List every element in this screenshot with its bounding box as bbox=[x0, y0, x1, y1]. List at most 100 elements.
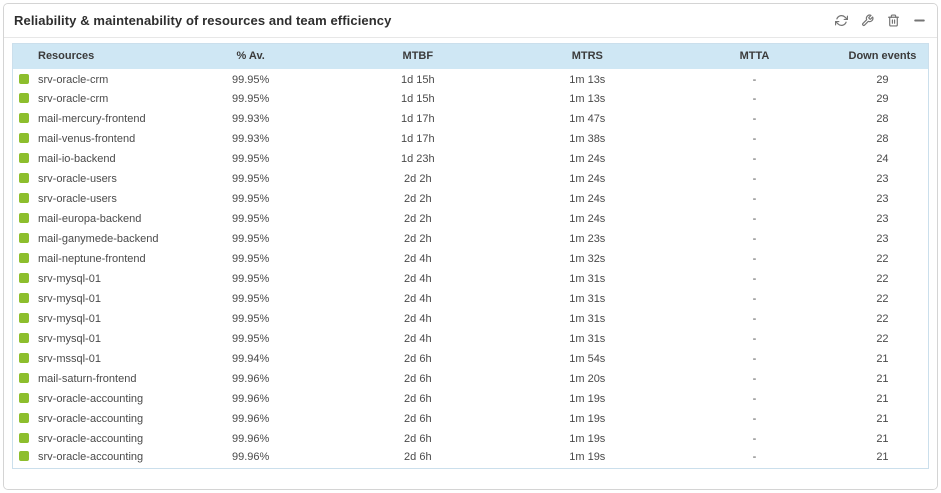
mtta-cell: - bbox=[752, 112, 757, 125]
down-events-cell: 23 bbox=[876, 232, 889, 245]
resource-cell: mail-europa-backend bbox=[13, 209, 169, 229]
resource-cell: mail-ganymede-backend bbox=[13, 229, 169, 249]
table-body: srv-oracle-crm 99.95% 1d 15h 1m 13s - 29 srv-o… bbox=[13, 69, 929, 469]
mtrs-cell: 1m 20s bbox=[569, 372, 606, 385]
table-row: mail-saturn-frontend 99.96% 2d 6h 1m 20s - 21 bbox=[13, 369, 929, 389]
down-events-cell: 28 bbox=[876, 112, 889, 125]
status-ok-icon bbox=[19, 272, 29, 283]
resource-name: srv-mssql-01 bbox=[38, 352, 101, 365]
down-events-cell: 22 bbox=[876, 332, 889, 345]
mtrs-cell: 1m 13s bbox=[569, 74, 606, 86]
status-ok-icon bbox=[19, 132, 29, 143]
resource-name: mail-venus-frontend bbox=[38, 132, 136, 145]
table-row: mail-io-backend 99.95% 1d 23h 1m 24s - 24 bbox=[13, 149, 929, 169]
resource-name: srv-oracle-crm bbox=[38, 92, 109, 105]
mtrs-cell: 1m 19s bbox=[569, 450, 606, 463]
mtta-cell: - bbox=[752, 232, 757, 245]
mtbf-cell: 1d 15h bbox=[400, 92, 435, 105]
refresh-button[interactable] bbox=[834, 13, 849, 28]
resource-cell: srv-oracle-accounting bbox=[13, 429, 169, 449]
minus-icon bbox=[914, 19, 925, 22]
resource-cell: srv-oracle-accounting bbox=[13, 409, 169, 429]
mtbf-cell: 2d 2h bbox=[404, 192, 432, 205]
availability-cell: 99.95% bbox=[232, 232, 270, 245]
mtbf-cell: 2d 6h bbox=[404, 432, 432, 445]
resource-cell: srv-oracle-users bbox=[13, 189, 169, 209]
mtta-cell: - bbox=[752, 192, 757, 205]
resource-cell: mail-neptune-frontend bbox=[13, 249, 169, 269]
mtrs-cell: 1m 32s bbox=[569, 252, 606, 265]
mtbf-cell: 2d 6h bbox=[404, 372, 432, 385]
mtbf-cell: 2d 4h bbox=[404, 252, 432, 265]
resource-cell: srv-oracle-crm bbox=[13, 69, 169, 89]
table-row: mail-neptune-frontend 99.95% 2d 4h 1m 32s - 2… bbox=[13, 249, 929, 269]
mtta-cell: - bbox=[752, 352, 757, 365]
resource-name: srv-mysql-01 bbox=[38, 332, 101, 345]
table-row: mail-ganymede-backend 99.95% 2d 2h 1m 23s - 2… bbox=[13, 229, 929, 249]
status-ok-icon bbox=[19, 392, 29, 403]
table-row: mail-venus-frontend 99.93% 1d 17h 1m 38s - 28 bbox=[13, 129, 929, 149]
reliability-table: Resources% Av. MTBF MTRS MTTA Down events sr… bbox=[12, 43, 929, 469]
widget-header: Reliability & maintenability of resource… bbox=[4, 4, 937, 38]
mtbf-cell: 2d 4h bbox=[404, 312, 432, 325]
mtbf-cell: 2d 6h bbox=[404, 392, 432, 405]
mtta-cell: - bbox=[752, 312, 757, 325]
mtrs-cell: 1m 38s bbox=[569, 132, 606, 145]
mtta-cell: - bbox=[752, 292, 757, 305]
mtta-cell: - bbox=[752, 372, 757, 385]
mtbf-cell: 1d 17h bbox=[400, 132, 435, 145]
status-ok-icon bbox=[19, 212, 29, 223]
mtbf-cell: 2d 2h bbox=[404, 212, 432, 225]
availability-cell: 99.94% bbox=[232, 352, 270, 365]
col-header-resources: Resources bbox=[12, 43, 169, 69]
down-events-cell: 28 bbox=[876, 132, 889, 145]
widget-title: Reliability & maintenability of resource… bbox=[14, 13, 392, 28]
status-ok-icon bbox=[19, 312, 29, 323]
resource-cell: mail-saturn-frontend bbox=[13, 369, 169, 389]
col-header-availability: % Av. bbox=[168, 43, 334, 69]
resource-name: srv-oracle-accounting bbox=[38, 432, 144, 445]
col-header-mtbf: MTBF bbox=[333, 43, 503, 69]
table-row: mail-mercury-frontend 99.93% 1d 17h 1m 47s -… bbox=[13, 109, 929, 129]
mtrs-cell: 1m 24s bbox=[569, 212, 606, 225]
status-ok-icon bbox=[19, 450, 29, 461]
status-ok-icon bbox=[19, 432, 29, 443]
resource-name: mail-europa-backend bbox=[38, 212, 142, 225]
availability-cell: 99.93% bbox=[232, 132, 270, 145]
collapse-button[interactable] bbox=[912, 13, 927, 28]
mtrs-cell: 1m 24s bbox=[569, 192, 606, 205]
mtrs-cell: 1m 24s bbox=[569, 152, 606, 165]
mtta-cell: - bbox=[752, 332, 757, 345]
table-row: srv-mysql-01 99.95% 2d 4h 1m 31s - 22 bbox=[13, 309, 929, 329]
mtbf-cell: 2d 4h bbox=[404, 332, 432, 345]
table-row: srv-oracle-crm 99.95% 1d 15h 1m 13s - 29 bbox=[13, 89, 929, 109]
table-row: mail-europa-backend 99.95% 2d 2h 1m 24s - 23 bbox=[13, 209, 929, 229]
mtrs-cell: 1m 19s bbox=[569, 432, 606, 445]
resource-name: mail-saturn-frontend bbox=[38, 372, 137, 385]
widget-body: Resources% Av. MTBF MTRS MTTA Down events sr… bbox=[4, 38, 937, 489]
mtrs-cell: 1m 19s bbox=[569, 392, 606, 405]
mtrs-cell: 1m 31s bbox=[569, 272, 606, 285]
availability-cell: 99.93% bbox=[232, 112, 270, 125]
availability-cell: 99.95% bbox=[232, 312, 270, 325]
resource-name: srv-oracle-accounting bbox=[38, 412, 144, 425]
mtta-cell: - bbox=[752, 212, 757, 225]
down-events-cell: 23 bbox=[876, 192, 889, 205]
resource-name: srv-oracle-users bbox=[38, 172, 117, 185]
resource-name: srv-mysql-01 bbox=[38, 272, 101, 285]
resource-name: mail-io-backend bbox=[38, 152, 116, 165]
availability-cell: 99.95% bbox=[232, 92, 270, 105]
down-events-cell: 29 bbox=[876, 74, 889, 86]
down-events-cell: 23 bbox=[876, 212, 889, 225]
configure-button[interactable] bbox=[860, 13, 875, 28]
table-header-row: Resources% Av. MTBF MTRS MTTA Down events bbox=[12, 43, 929, 69]
down-events-cell: 29 bbox=[876, 92, 889, 105]
mtbf-cell: 2d 4h bbox=[404, 272, 432, 285]
delete-button[interactable] bbox=[886, 13, 901, 28]
mtta-cell: - bbox=[752, 152, 757, 165]
down-events-cell: 22 bbox=[876, 292, 889, 305]
table-row: srv-mssql-01 99.94% 2d 6h 1m 54s - 21 bbox=[13, 349, 929, 369]
resource-name: srv-mysql-01 bbox=[38, 312, 101, 325]
down-events-cell: 21 bbox=[876, 412, 889, 425]
